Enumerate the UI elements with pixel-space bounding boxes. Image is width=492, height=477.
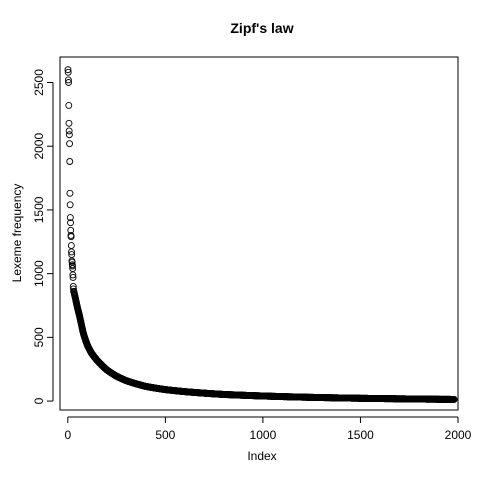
- data-point: [69, 262, 76, 270]
- x-axis: 0 500 1000 1500 2000: [64, 416, 472, 442]
- data-point: [65, 79, 73, 86]
- data-point: [66, 189, 74, 197]
- data-point: [65, 101, 73, 109]
- y-axis-title: Lexeme frequency: [10, 184, 24, 283]
- x-tick-label: 0: [64, 428, 71, 442]
- data-point: [66, 158, 74, 165]
- x-tick-label: 1500: [347, 428, 374, 442]
- data-point: [450, 395, 458, 403]
- data-point: [65, 131, 73, 139]
- data-points: [64, 66, 458, 403]
- data-point: [64, 66, 72, 74]
- x-tick-label: 1000: [250, 428, 277, 442]
- y-axis: 0 500 1000 1500 2000 2500: [32, 69, 54, 404]
- data-point: [67, 233, 75, 241]
- data-point: [64, 76, 72, 84]
- data-point: [67, 219, 74, 227]
- data-point: [67, 242, 75, 250]
- data-point: [66, 201, 74, 209]
- data-point: [66, 214, 74, 222]
- plot-frame: [59, 56, 459, 411]
- data-point: [69, 271, 77, 279]
- data-point: [68, 248, 75, 256]
- data-point: [66, 140, 74, 148]
- data-point: [64, 68, 72, 76]
- data-point: [69, 274, 77, 281]
- y-tick-label: 500: [32, 327, 46, 347]
- x-axis-title: Index: [247, 449, 276, 463]
- chart-title: Zipf's law: [230, 20, 293, 36]
- data-point: [65, 127, 73, 135]
- x-tick-label: 2000: [445, 428, 472, 442]
- y-tick-label: 0: [32, 397, 46, 404]
- y-tick-label: 2500: [32, 69, 46, 96]
- x-tick-label: 500: [155, 428, 175, 442]
- y-tick-label: 1000: [32, 260, 46, 287]
- y-tick-label: 2000: [32, 133, 46, 160]
- y-tick-label: 1500: [32, 196, 46, 223]
- data-point: [65, 119, 73, 127]
